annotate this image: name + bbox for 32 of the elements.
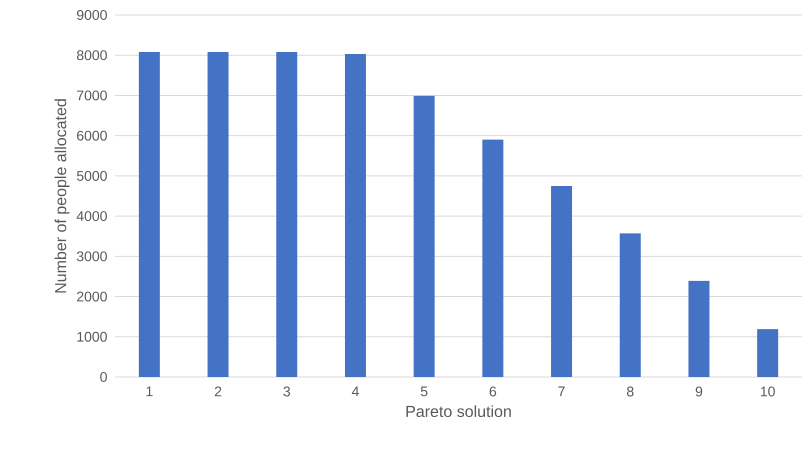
bar [344,54,366,377]
y-tick-label: 4000 [76,211,107,222]
x-tick-label: 10 [760,386,775,396]
bar [620,233,641,377]
bar [276,52,298,377]
x-tick-label: 9 [696,386,702,396]
bar [208,52,229,377]
y-tick-label: 7000 [77,90,107,100]
x-tick-label: 5 [420,386,428,396]
y-tick-label: 5000 [76,170,107,181]
x-tick-label: 3 [283,386,290,396]
y-tick-label: 6000 [77,130,107,141]
x-tick-label: 4 [352,386,359,396]
x-axis-title: Pareto solution [406,405,511,418]
bar [551,186,572,377]
y-tick-label: 3000 [76,251,107,262]
y-tick-label: 2000 [77,292,107,302]
bar [688,280,710,377]
y-tick-label: 9000 [76,10,107,20]
y-tick-label: 1000 [77,332,107,342]
x-tick-label: 1 [146,386,153,396]
y-axis-title: Number of people allocated [54,99,70,293]
bar [414,96,435,377]
bar [757,329,778,377]
x-tick-label: 2 [214,386,222,396]
bar [482,140,504,377]
y-tick-label: 0 [100,372,107,382]
x-tick-label: 8 [626,386,634,396]
x-tick-label: 7 [558,386,565,396]
bar [138,52,160,377]
y-tick-label: 8000 [76,50,107,60]
x-tick-label: 6 [490,386,496,396]
